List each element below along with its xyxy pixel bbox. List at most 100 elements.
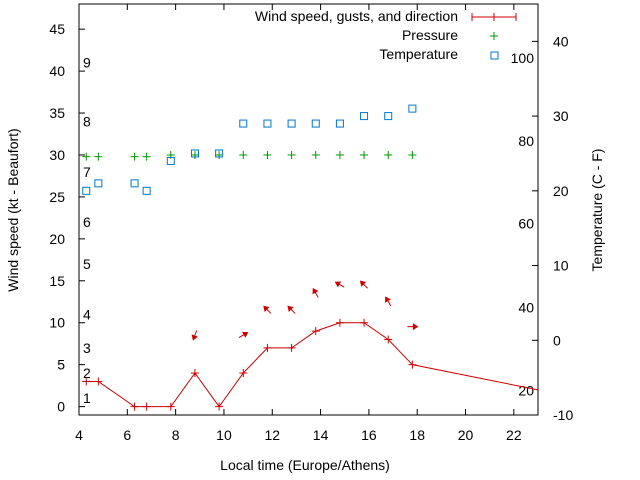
temperature-point — [360, 112, 369, 121]
y-left-tick-label: 15 — [49, 273, 65, 289]
y-left-tick-label: 0 — [57, 399, 65, 415]
beaufort-label: 2 — [83, 365, 91, 381]
y-axis-right-label: Temperature (C - F) — [589, 149, 605, 272]
temperature-point — [263, 119, 272, 128]
temperature-point — [239, 119, 248, 128]
pressure-point — [263, 150, 272, 159]
x-axis-label: Local time (Europe/Athens) — [220, 457, 390, 473]
x-tick-label: 20 — [458, 427, 474, 443]
wind-speed-point — [82, 377, 91, 386]
axis-ticks — [78, 4, 538, 416]
wind-speed-point — [263, 343, 272, 352]
wind-direction-arrow — [407, 323, 419, 331]
wind-direction-arrow — [359, 280, 368, 289]
y-left-tick-label: 5 — [57, 357, 65, 373]
legend-swatch-pressure — [490, 32, 498, 40]
wind-direction-arrow — [334, 281, 345, 288]
wind-speed-point — [94, 377, 103, 386]
legend-label-pressure: Pressure — [402, 27, 458, 43]
temperature-point — [82, 186, 91, 195]
x-tick-label: 12 — [264, 427, 280, 443]
wind-direction-arrow-head — [334, 281, 342, 288]
plot-frame — [78, 3, 539, 416]
pressure-point — [384, 150, 393, 159]
wind-direction-arrow — [312, 287, 319, 298]
wind-direction-arrow-head — [242, 331, 249, 338]
pressure-point — [311, 150, 320, 159]
wind-direction-arrow — [385, 296, 392, 307]
wind-speed-point — [408, 360, 417, 369]
beaufort-label: 5 — [83, 256, 91, 272]
y-left-tick-label: 30 — [49, 147, 65, 163]
wind-direction-arrow-head — [287, 305, 294, 312]
pressure-point — [94, 152, 103, 161]
pressure-point — [215, 150, 224, 159]
wind-speed-point — [215, 402, 224, 411]
wind-speed-point — [287, 343, 296, 352]
fahrenheit-label: 60 — [518, 216, 534, 232]
temperature-point — [215, 149, 224, 158]
scale-conversion-labels: 1 2 3 4 5 6 7 8 9 20 40 60 80 100 — [83, 50, 534, 406]
temperature-point — [190, 149, 199, 158]
legend-label-wind: Wind speed, gusts, and direction — [255, 8, 458, 24]
y-right-tick-label: 30 — [553, 108, 569, 124]
y-right-tick-label: 20 — [553, 183, 569, 199]
wind-direction-arrow-head — [359, 280, 367, 287]
x-tick-label: 6 — [123, 427, 131, 443]
legend-label-temperature: Temperature — [379, 46, 458, 62]
fahrenheit-label: 100 — [511, 50, 535, 66]
temperature-point — [142, 186, 151, 195]
temperature-point — [311, 119, 320, 128]
x-tick-label: 18 — [409, 427, 425, 443]
wind-speed-point — [142, 402, 151, 411]
y-left-tick-label: 10 — [49, 315, 65, 331]
temperature-point — [287, 119, 296, 128]
beaufort-label: 4 — [83, 306, 91, 322]
pressure-point — [335, 150, 344, 159]
temperature-point — [166, 156, 175, 165]
y-right-tick-label: 40 — [553, 33, 569, 49]
wind-direction-arrow-head — [191, 334, 198, 341]
x-tick-label: 4 — [75, 427, 83, 443]
temperature-point — [130, 179, 139, 188]
wind-speed-point — [166, 402, 175, 411]
wind-speed-point — [384, 335, 393, 344]
temperature-point — [335, 119, 344, 128]
fahrenheit-label: 40 — [518, 299, 534, 315]
pressure-point — [408, 150, 417, 159]
x-tick-label: 10 — [216, 427, 232, 443]
wind-direction-arrow — [238, 331, 249, 338]
wind-direction-arrow — [263, 305, 272, 314]
y-right-tick-label: 0 — [553, 332, 561, 348]
beaufort-label: 6 — [83, 214, 91, 230]
wind-direction-arrow — [287, 305, 296, 314]
wind-speed-point — [311, 327, 320, 336]
temperature-point — [94, 179, 103, 188]
y-left-tick-label: 20 — [49, 231, 65, 247]
pressure-point — [239, 150, 248, 159]
wind-direction-arrow-head — [412, 323, 419, 331]
y-left-tick-label: 45 — [49, 21, 65, 37]
pressure-point — [190, 150, 199, 159]
y-left-tick-label: 35 — [49, 105, 65, 121]
series-layer — [82, 104, 539, 411]
fahrenheit-label: 20 — [518, 382, 534, 398]
y-right-tick-label: -10 — [553, 407, 573, 423]
temperature-point — [384, 112, 393, 121]
axis-tick-labels: 4 6 8 10 12 14 16 18 20 22051015202530354045-1001… — [49, 21, 573, 443]
y-right-tick-label: 10 — [553, 258, 569, 274]
wind-speed-point — [239, 369, 248, 378]
beaufort-label: 9 — [83, 55, 91, 71]
wind-speed-point — [335, 318, 344, 327]
beaufort-label: 1 — [83, 390, 91, 406]
wind-direction-arrows — [191, 280, 419, 341]
beaufort-label: 8 — [83, 113, 91, 129]
y-left-tick-label: 25 — [49, 189, 65, 205]
y-left-tick-label: 40 — [49, 63, 65, 79]
wind-direction-arrow-head — [312, 287, 319, 295]
beaufort-label: 3 — [83, 340, 91, 356]
wind-speed-line — [86, 322, 539, 408]
y-axis-left-label: Wind speed (kt - Beaufort) — [5, 128, 21, 291]
wind-speed-point — [130, 402, 139, 411]
